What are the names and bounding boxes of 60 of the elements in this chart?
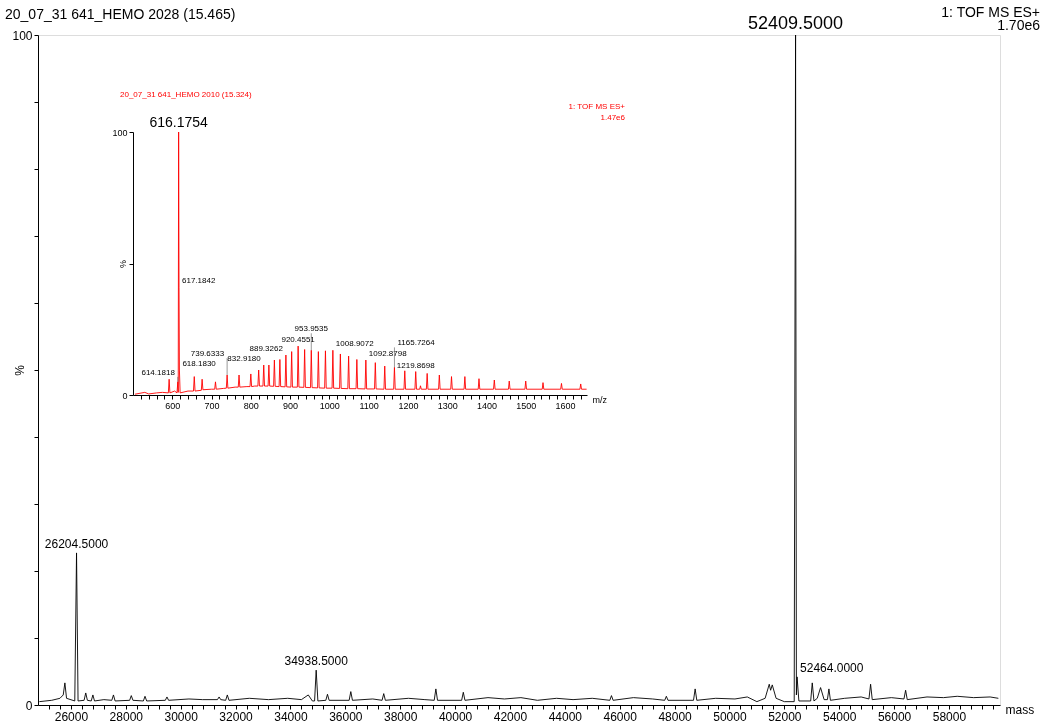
- annotation: 1008.9072: [335, 339, 375, 349]
- annotation: 52409.5000: [748, 13, 844, 33]
- y-axis-title: %: [117, 259, 128, 269]
- x-tick-label: 1300: [437, 400, 458, 411]
- annotation: 1.47e6: [600, 113, 626, 122]
- y-tick-label: 100: [112, 127, 128, 138]
- x-tick-label: 1200: [398, 400, 419, 411]
- y-tick-label: 0: [122, 390, 128, 401]
- x-tick-label: 1100: [359, 400, 379, 411]
- x-tick-label: 34000: [274, 709, 308, 724]
- annotation: 34938.5000: [284, 654, 349, 669]
- annotation: 920.4551: [281, 335, 316, 345]
- x-tick-label: 800: [243, 400, 259, 411]
- x-tick-label: 36000: [329, 709, 363, 724]
- annotation: 614.1818: [141, 367, 176, 377]
- y-axis-title: %: [12, 364, 27, 376]
- x-tick-label: 56000: [877, 709, 912, 724]
- x-tick-label: 1600: [555, 400, 576, 411]
- x-tick-label: 50000: [713, 709, 747, 724]
- x-axis-title: mass: [1005, 702, 1035, 717]
- line-series: [38, 34, 999, 703]
- x-tick-label: 44000: [548, 709, 583, 724]
- x-tick-label: 700: [204, 400, 220, 411]
- annotation: 1: TOF MS ES+: [568, 102, 626, 111]
- annotation: 616.1754: [149, 114, 209, 130]
- x-tick-label: 48000: [658, 709, 693, 724]
- x-tick-label: 32000: [219, 709, 254, 724]
- annotation: 52464.0000: [800, 660, 864, 675]
- x-tick-label: 26000: [54, 709, 89, 724]
- x-tick-label: 38000: [384, 709, 418, 724]
- x-axis-title: m/z: [592, 394, 608, 405]
- annotation: 953.9535: [294, 324, 329, 334]
- text: 1: TOF MS ES+: [941, 4, 1040, 20]
- x-tick-label: 600: [165, 400, 181, 411]
- annotation: 889.3262: [249, 344, 284, 354]
- annotation: 739.6333: [190, 349, 225, 359]
- x-tick-label: 900: [283, 400, 299, 411]
- x-tick-label: 52000: [768, 709, 802, 724]
- annotation: 1219.8698: [396, 360, 436, 370]
- x-tick-label: 54000: [823, 709, 857, 724]
- annotation: 832.9180: [227, 354, 262, 364]
- annotation: 1092.8798: [368, 349, 408, 359]
- y-tick-label: 0: [25, 698, 33, 713]
- annotation: 1165.7264: [397, 338, 436, 348]
- x-tick-label: 40000: [438, 709, 473, 724]
- text: 1.70e6: [997, 17, 1041, 33]
- x-tick-label: 28000: [109, 709, 144, 724]
- x-tick-label: 1500: [516, 400, 537, 411]
- x-tick-label: 30000: [164, 709, 199, 724]
- chart-title: 20_07_31 641_HEMO 2028 (15.465): [5, 6, 236, 22]
- annotation: 618.1830: [182, 359, 217, 369]
- x-tick-label: 58000: [932, 709, 967, 724]
- annotation: 26204.5000: [44, 536, 109, 551]
- x-tick-label: 46000: [603, 709, 638, 724]
- y-tick-label: 100: [12, 28, 33, 43]
- x-tick-label: 42000: [493, 709, 528, 724]
- x-tick-label: 1000: [319, 400, 340, 411]
- x-tick-label: 1400: [476, 400, 497, 411]
- annotation: 617.1842: [182, 276, 216, 286]
- chart-title: 20_07_31 641_HEMO 2010 (15.324): [120, 90, 252, 99]
